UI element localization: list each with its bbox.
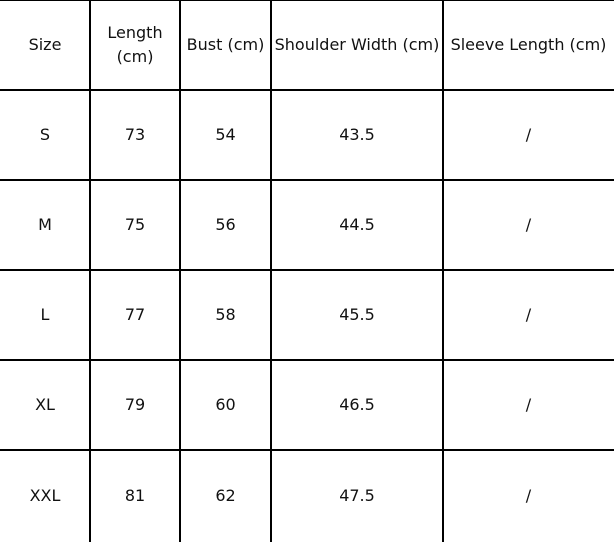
row-divider <box>0 359 614 361</box>
measurement-cell: 58 <box>215 305 236 324</box>
size-label-cell: M <box>38 215 52 234</box>
row-divider <box>0 449 614 451</box>
measurement-cell: 73 <box>124 125 146 144</box>
measurement-cell: 81 <box>124 486 146 505</box>
measurement-cell: 60 <box>215 395 236 414</box>
size-label-cell: S <box>39 125 51 144</box>
column-divider <box>270 0 272 542</box>
measurement-cell: 46.5 <box>339 395 375 414</box>
row-divider <box>0 89 614 91</box>
row-divider <box>0 179 614 181</box>
measurement-cell: 45.5 <box>339 305 375 324</box>
measurement-cell: 79 <box>124 395 146 414</box>
row-divider <box>0 269 614 271</box>
size-label-cell: XXL <box>29 486 61 505</box>
column-divider <box>442 0 444 542</box>
column-divider <box>179 0 181 542</box>
measurement-cell: / <box>525 215 532 234</box>
size-label-cell: XL <box>35 395 55 414</box>
measurement-cell: 62 <box>215 486 236 505</box>
column-divider <box>89 0 91 542</box>
measurement-cell: 43.5 <box>339 125 375 144</box>
measurement-cell: 54 <box>215 125 236 144</box>
measurement-cell: 77 <box>124 305 146 324</box>
measurement-cell: / <box>525 125 532 144</box>
measurement-cell: 75 <box>124 215 146 234</box>
header-cell: Shoulder Width (cm) <box>274 35 440 54</box>
measurement-cell: / <box>525 305 532 324</box>
measurement-cell: 56 <box>215 215 236 234</box>
row-divider <box>0 0 614 1</box>
header-cell: Bust (cm) <box>186 35 265 54</box>
header-cell: Length (cm) <box>107 23 163 66</box>
measurement-cell: 47.5 <box>339 486 375 505</box>
measurement-cell: / <box>525 486 532 505</box>
header-cell: Sleeve Length (cm) <box>450 35 607 54</box>
size-label-cell: L <box>40 305 50 324</box>
header-cell: Size <box>28 35 62 54</box>
measurement-cell: / <box>525 395 532 414</box>
measurement-cell: 44.5 <box>339 215 375 234</box>
